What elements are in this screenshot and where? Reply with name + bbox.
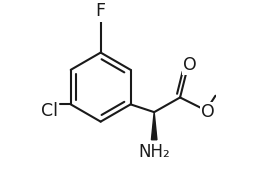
Text: O: O: [183, 56, 197, 74]
Text: O: O: [201, 103, 215, 121]
Text: Cl: Cl: [41, 102, 58, 120]
Polygon shape: [151, 112, 157, 140]
Text: NH₂: NH₂: [138, 143, 170, 161]
Text: F: F: [96, 3, 106, 21]
